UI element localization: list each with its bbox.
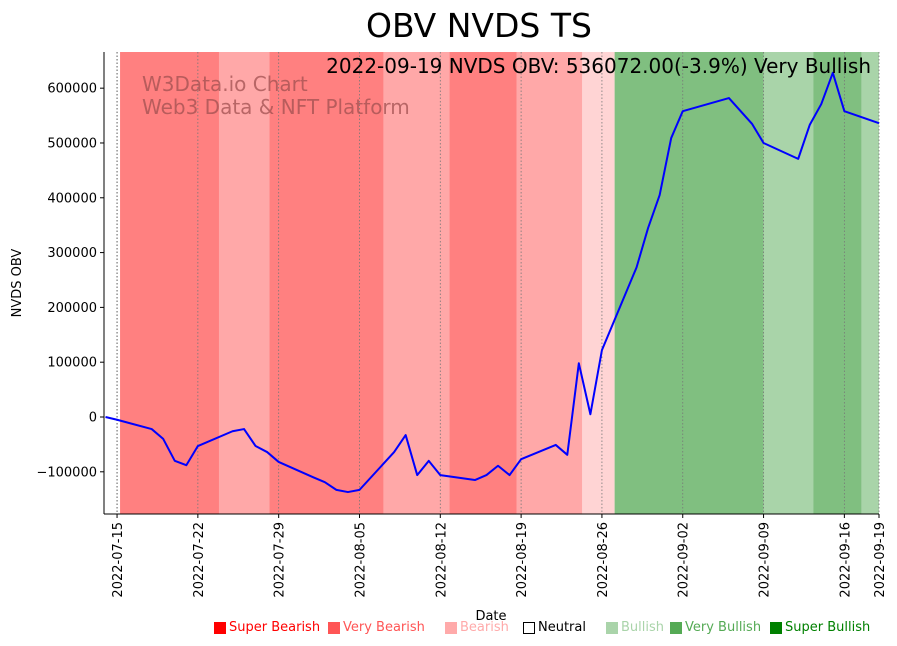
watermark-line-2: Web3 Data & NFT Platform <box>142 95 410 119</box>
legend-item: Super Bullish <box>770 620 870 635</box>
legend-swatch <box>328 621 340 634</box>
legend-item: Bullish <box>606 620 664 635</box>
x-tick-label: 2022-09-19 <box>873 522 888 598</box>
x-axis-label: Date <box>475 609 506 624</box>
x-tick-label: 2022-07-22 <box>192 522 207 598</box>
band-super-bearish <box>449 52 517 514</box>
x-tick-label: 2022-09-02 <box>677 522 692 598</box>
band-very-bearish <box>218 52 270 514</box>
chart-subtitle: 2022-09-19 NVDS OBV: 536072.00(-3.9%) Ve… <box>326 54 871 78</box>
x-tick-label: 2022-08-12 <box>434 522 449 598</box>
legend-item: Super Bearish <box>214 620 320 635</box>
x-tick-label: 2022-07-29 <box>273 522 288 598</box>
y-tick-label: 500000 <box>47 136 97 151</box>
y-tick-label: 200000 <box>47 301 97 316</box>
y-axis-label: NVDS OBV <box>10 249 25 318</box>
x-tick-label: 2022-08-05 <box>353 522 368 598</box>
band-super-bullish <box>614 52 764 514</box>
y-tick-label: 600000 <box>47 82 97 97</box>
x-tick-label: 2022-09-09 <box>758 522 773 598</box>
legend-label: Super Bearish <box>229 620 321 635</box>
x-tick-label: 2022-07-15 <box>111 522 126 598</box>
legend-swatch <box>214 621 226 634</box>
legend-item: Bearish <box>445 620 509 635</box>
band-very-bearish <box>516 52 583 514</box>
legend-item: Very Bullish <box>670 620 761 635</box>
legend-label: Very Bullish <box>685 620 762 635</box>
band-very-bearish <box>383 52 450 514</box>
y-tick-label: 100000 <box>47 356 97 371</box>
legend-label: Neutral <box>538 620 586 635</box>
y-tick-label: 300000 <box>47 246 97 261</box>
legend-label: Super Bullish <box>785 620 871 635</box>
x-tick-label: 2022-08-19 <box>515 522 530 598</box>
legend-label: Bearish <box>460 620 509 635</box>
y-tick-label: −100000 <box>36 465 97 480</box>
x-tick-label: 2022-09-16 <box>838 522 853 598</box>
legend-item: Very Bearish <box>328 620 425 635</box>
legend-label: Bullish <box>621 620 665 635</box>
legend-label: Very Bearish <box>343 620 425 635</box>
band-super-bearish <box>269 52 384 514</box>
y-tick-label: 400000 <box>47 191 97 206</box>
obv-line <box>105 71 880 494</box>
chart-title: OBV NVDS TS <box>366 6 592 45</box>
legend-swatch <box>445 621 457 634</box>
legend: Super Bearish Very Bearish Bearish Neutral B… <box>0 620 897 640</box>
band-super-bullish <box>813 52 862 514</box>
watermark-line-1: W3Data.io Chart <box>142 72 308 96</box>
band-very-bullish <box>861 52 879 514</box>
legend-swatch <box>670 621 682 634</box>
legend-swatch <box>523 621 535 634</box>
legend-item: Neutral <box>523 620 586 635</box>
y-tick-label: 0 <box>89 410 97 425</box>
band-super-bearish <box>120 52 219 514</box>
legend-swatch <box>770 621 782 634</box>
band-bearish <box>582 52 615 514</box>
band-very-bullish <box>763 52 814 514</box>
legend-swatch <box>606 621 618 634</box>
x-tick-label: 2022-08-26 <box>596 522 611 598</box>
